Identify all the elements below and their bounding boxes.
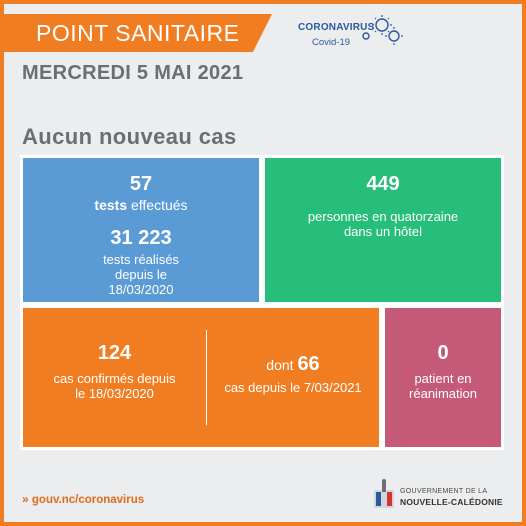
tests-label: tests effectués bbox=[23, 198, 259, 213]
cases-right: dont 66 cas depuis le 7/03/2021 bbox=[207, 353, 379, 395]
cases-left: 124 cas confirmés depuis le 18/03/2020 bbox=[23, 342, 206, 401]
tests-value: 57 bbox=[129, 173, 153, 195]
cases-line1: cas confirmés depuis bbox=[53, 371, 176, 386]
cases-sub: dont 66 bbox=[207, 353, 379, 376]
quarantine-tile: 449 personnes en quatorzaine dans un hôt… bbox=[262, 155, 504, 305]
brand-subtitle: Covid-19 bbox=[312, 37, 351, 48]
brand-logo: CORONAVIRUS Covid-19 bbox=[298, 20, 408, 52]
icu-tile: 0 patient en réanimation bbox=[382, 305, 504, 450]
brand-title: CORONAVIRUS bbox=[298, 22, 375, 33]
government-emblem-icon bbox=[374, 479, 394, 508]
icu-line2: réanimation bbox=[409, 386, 477, 401]
gov-line2: NOUVELLE-CALÉDONIE bbox=[400, 497, 503, 507]
tests-tile: 57 tests effectués 31 223 tests réalisés… bbox=[20, 155, 262, 305]
tests-total-line1: tests réalisés bbox=[103, 252, 179, 267]
virus-icon bbox=[362, 15, 403, 45]
tests-label-bold: tests bbox=[94, 197, 128, 213]
tests-total: 31 223 bbox=[110, 227, 172, 249]
cases-sub-line: cas depuis le 7/03/2021 bbox=[224, 380, 362, 395]
tests-total-line3: 18/03/2020 bbox=[108, 282, 174, 297]
coronavirus-link-text: gouv.nc/coronavirus bbox=[31, 494, 145, 506]
cases-line2: le 18/03/2020 bbox=[75, 386, 154, 401]
cases-tile: 124 cas confirmés depuis le 18/03/2020 d… bbox=[20, 305, 382, 450]
header-banner bbox=[0, 14, 272, 52]
icu-value: 0 bbox=[437, 342, 449, 364]
cases-divider bbox=[206, 330, 207, 425]
cases-sub-prefix: dont bbox=[266, 357, 298, 373]
quarantine-line1: personnes en quatorzaine bbox=[307, 209, 459, 224]
tests-total-line2: depuis le bbox=[114, 267, 168, 282]
page-title: POINT SANITAIRE bbox=[36, 20, 240, 46]
chevron-double-right-icon: » bbox=[22, 492, 29, 506]
date: MERCREDI 5 MAI 2021 bbox=[22, 62, 244, 84]
cases-value: 124 bbox=[97, 342, 132, 364]
quarantine-line2: dans un hôtel bbox=[343, 224, 423, 239]
government-logo: GOUVERNEMENT DE LA NOUVELLE-CALÉDONIE bbox=[372, 478, 512, 514]
quarantine-value: 449 bbox=[366, 173, 400, 195]
headline: Aucun nouveau cas bbox=[22, 124, 237, 149]
gov-line1: GOUVERNEMENT DE LA bbox=[400, 488, 488, 495]
cases-sub-value: 66 bbox=[297, 353, 320, 375]
icu-line1: patient en bbox=[414, 371, 472, 386]
coronavirus-link[interactable]: » gouv.nc/coronavirus bbox=[22, 492, 144, 506]
tests-label-rest: effectués bbox=[127, 197, 188, 213]
